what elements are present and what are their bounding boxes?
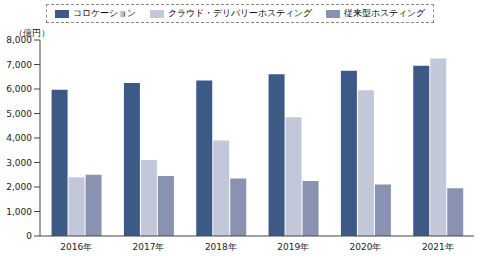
svg-text:2016年: 2016年 [60, 242, 92, 252]
svg-text:0: 0 [26, 231, 32, 241]
svg-text:1,000: 1,000 [8, 207, 32, 217]
html-text:コロケーション: コロケーション [73, 8, 136, 18]
svg-text:2019年: 2019年 [277, 242, 309, 252]
svg-text:2018年: 2018年 [205, 242, 237, 252]
svg-text:4,000: 4,000 [8, 133, 32, 143]
svg-text:2020年: 2020年 [350, 242, 382, 252]
svg-text:2,000: 2,000 [8, 182, 32, 192]
html-text:（億円）: （億円） [14, 28, 50, 38]
svg-text:2017年: 2017年 [133, 242, 165, 252]
svg-text:2021年: 2021年 [422, 242, 454, 252]
svg-text:7,000: 7,000 [8, 60, 32, 70]
svg-text:3,000: 3,000 [8, 158, 32, 168]
html-text:クラウド・デリバリーホスティング: クラウド・デリバリーホスティング [168, 8, 312, 18]
html-text:従来型ホスティング: 従来型ホスティング [344, 8, 425, 18]
svg-text:8,000: 8,000 [8, 35, 32, 45]
svg-text:6,000: 6,000 [8, 84, 32, 94]
svg-text:5,000: 5,000 [8, 109, 32, 119]
